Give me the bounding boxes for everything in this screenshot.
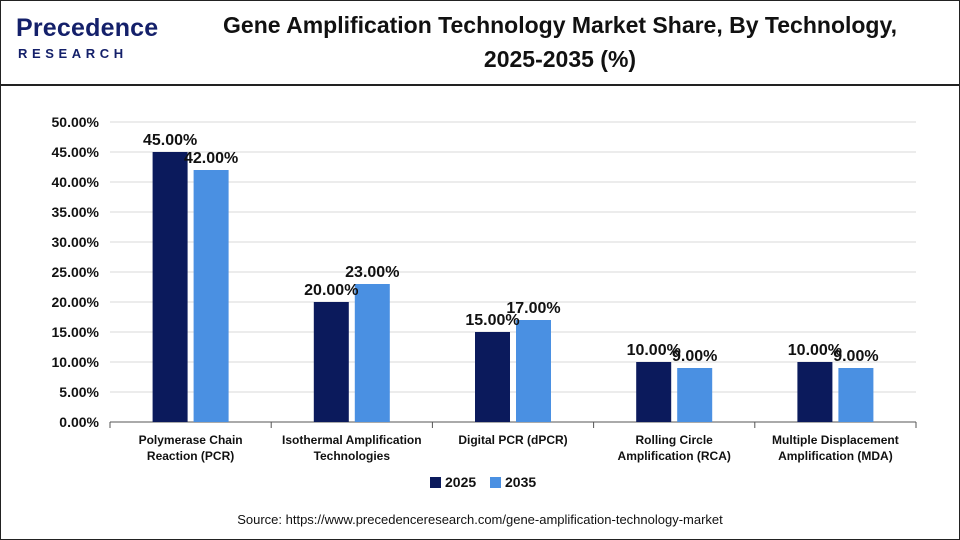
bar-2035 [677, 368, 713, 422]
data-label: 45.00% [143, 132, 197, 149]
legend-label: 2025 [445, 474, 476, 490]
legend-swatch [490, 477, 501, 488]
data-label: 42.00% [184, 150, 238, 167]
x-tick-label: Polymerase Chain [139, 433, 243, 447]
chart-title-line1: Gene Amplification Technology Market Sha… [223, 12, 897, 38]
y-tick-label: 15.00% [52, 324, 100, 340]
x-tick-label: Technologies [314, 449, 391, 463]
x-tick-label: Digital PCR (dPCR) [458, 433, 567, 447]
data-label: 23.00% [345, 264, 399, 281]
x-tick-label: Reaction (PCR) [147, 449, 234, 463]
bar-2025 [313, 302, 349, 422]
chart-title-line2: 2025-2035 (%) [483, 46, 637, 72]
bar-2025 [475, 332, 510, 422]
x-tick-label: Amplification (MDA) [778, 449, 893, 463]
bar-2025 [636, 362, 672, 422]
data-label: 17.00% [506, 300, 560, 317]
bar-2035 [838, 368, 874, 422]
data-label: 20.00% [304, 282, 358, 299]
logo-sub-text: RESEARCH [18, 46, 128, 61]
x-tick-label: Rolling Circle [636, 433, 714, 447]
source-note: Source: https://www.precedenceresearch.c… [237, 512, 723, 527]
brand-logo: Precedence RESEARCH [16, 14, 166, 66]
bar-2025 [152, 152, 188, 422]
logo-main-text: Precedence [16, 14, 159, 42]
y-tick-label: 45.00% [52, 144, 100, 160]
data-label: 9.00% [672, 348, 717, 365]
x-tick-label: Amplification (RCA) [618, 449, 731, 463]
y-tick-label: 5.00% [59, 384, 99, 400]
y-tick-label: 40.00% [52, 174, 100, 190]
x-tick-label: Multiple Displacement [772, 433, 899, 447]
y-axis-ticks: 0.00% 5.00% 10.00% 15.00% 20.00% 25.00% 30.00%… [52, 114, 100, 430]
bar-2025 [797, 362, 833, 422]
gridlines [110, 121, 916, 423]
legend: 2025 2035 [430, 474, 536, 490]
legend-swatch [430, 477, 441, 488]
data-label: 10.00% [627, 342, 681, 359]
y-tick-label: 10.00% [52, 354, 100, 370]
data-label: 10.00% [788, 342, 842, 359]
x-axis-ticks: Polymerase Chain Reaction (PCR) Isothermal… [109, 422, 917, 463]
y-tick-label: 0.00% [59, 414, 99, 430]
bar-2035 [516, 320, 551, 422]
x-tick-label: Isothermal Amplification [282, 433, 422, 447]
y-tick-label: 30.00% [52, 234, 100, 250]
data-label: 9.00% [833, 348, 878, 365]
header: Precedence RESEARCH Gene Amplification T… [0, 0, 960, 86]
data-label: 15.00% [465, 312, 519, 329]
data-labels: 45.00%42.00% 20.00%23.00% 15.00%17.00% 10.0… [143, 132, 879, 365]
y-tick-label: 25.00% [52, 264, 100, 280]
bar-2035 [354, 284, 390, 422]
chart-title: Gene Amplification Technology Market Sha… [170, 8, 950, 76]
legend-label: 2035 [505, 474, 536, 490]
y-tick-label: 50.00% [52, 114, 100, 130]
bars [152, 152, 874, 422]
y-tick-label: 35.00% [52, 204, 100, 220]
y-tick-label: 20.00% [52, 294, 100, 310]
bar-2035 [193, 170, 229, 422]
